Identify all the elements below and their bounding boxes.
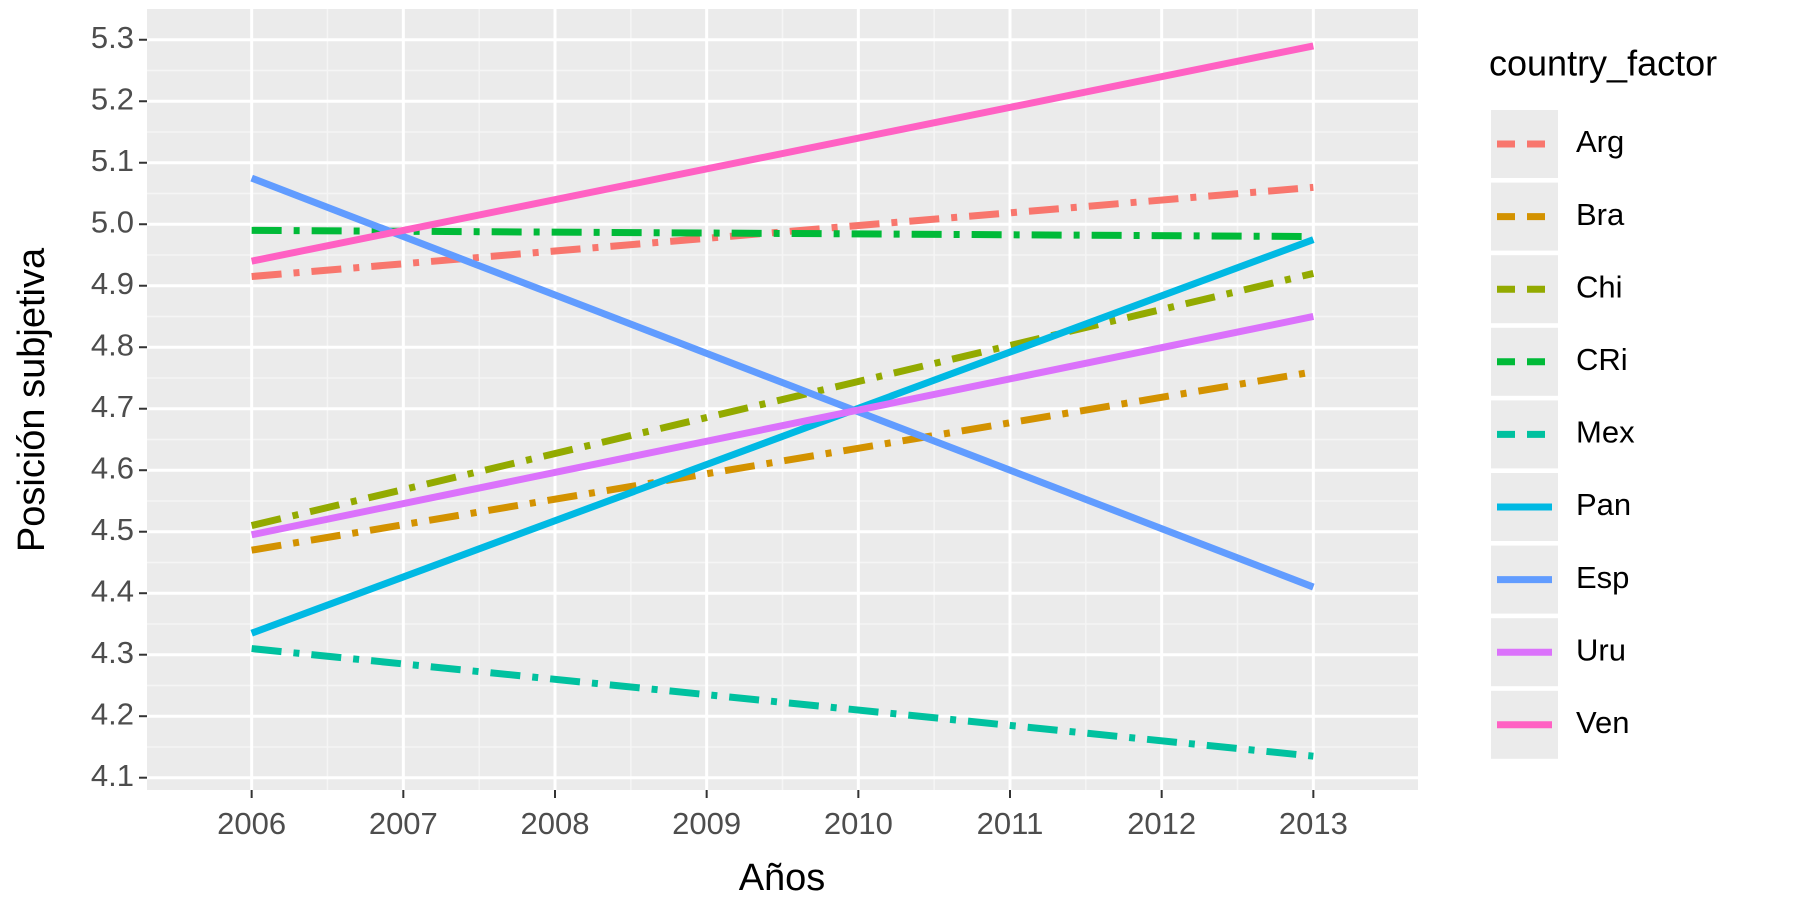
series-line [250,270,1315,529]
legend-label: Chi [1576,269,1623,304]
legend: Arg Bra Chi CRi Mex Pan Esp Uru Ven [1491,110,1635,759]
y-tick-label: 4.3 [91,635,134,670]
legend-label: Uru [1576,632,1626,667]
y-tick-label: 5.2 [91,81,134,116]
x-tick-label: 2012 [1127,806,1196,841]
y-tick-label: 5.0 [91,204,134,239]
x-axis-title: Años [739,857,826,899]
lines [250,42,1315,760]
y-tick-label: 5.1 [91,143,134,178]
series-line [250,313,1315,539]
legend-label: Ven [1576,705,1629,740]
x-tick-label: 2008 [521,806,590,841]
x-tick-label: 2010 [824,806,893,841]
x-tick-label: 2007 [369,806,438,841]
y-tick-label: 4.7 [91,389,134,424]
legend-label: Bra [1576,197,1625,232]
x-tick-label: 2013 [1279,806,1348,841]
legend-label: Mex [1576,415,1635,450]
legend-label: CRi [1576,342,1628,377]
y-tick-label: 4.2 [91,696,134,731]
y-tick-label: 4.6 [91,450,134,485]
y-tick-label: 4.5 [91,512,134,547]
legend-label: Esp [1576,560,1629,595]
series-line [250,236,1315,637]
y-tick-label: 4.8 [91,327,134,362]
series-line [251,183,1314,280]
x-tick-label: 2009 [672,806,741,841]
y-tick-label: 4.1 [91,758,134,793]
y-tick-label: 4.4 [91,573,134,608]
y-tick-label: 4.9 [91,266,134,301]
y-axis-title: Posición subjetiva [11,247,53,552]
y-tick-label: 5.3 [91,20,134,55]
series-line [251,226,1314,241]
legend-label: Arg [1576,124,1624,159]
grid [147,9,1418,790]
x-tick-label: 2006 [217,806,286,841]
series-line [250,174,1315,591]
legend-label: Pan [1576,487,1631,522]
axes: 4.1 4.2 4.3 4.4 4.5 4.6 4.7 4.8 4.9 5.0 5.1 5.2 5.3 2… [91,20,1348,841]
series-line [250,42,1315,265]
x-tick-label: 2011 [977,806,1044,841]
legend-title: country_factor [1489,43,1717,84]
